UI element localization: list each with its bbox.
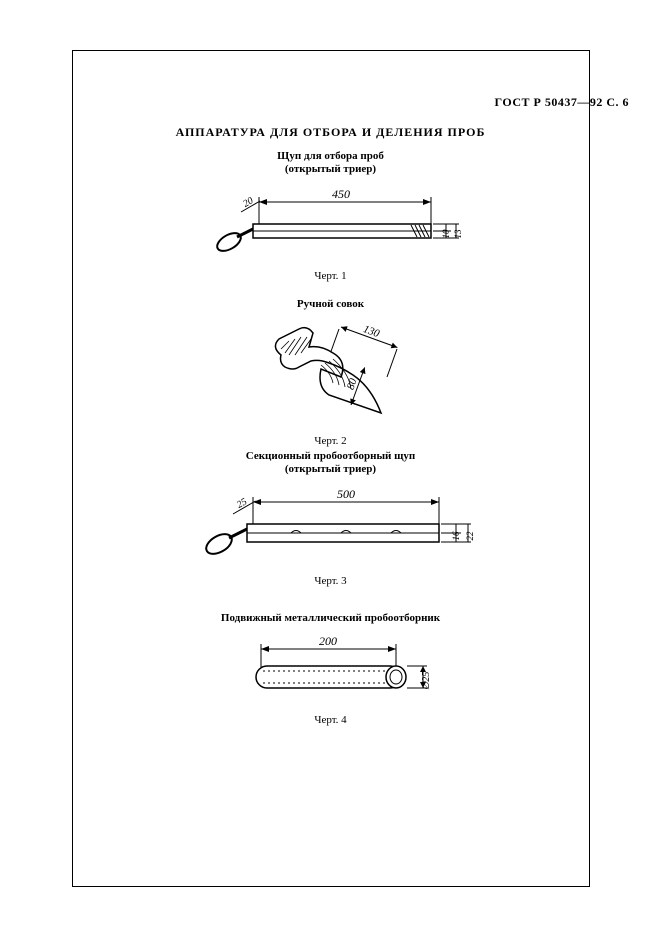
figure-4-title-1: Подвижный металлический пробоотборник [0,612,661,625]
figure-1-drawing: 450 20 10 13 [181,182,481,262]
document-header: ГОСТ Р 50437—92 С. 6 [495,95,629,110]
dim-length: 130 [361,323,381,340]
dim-diameter: ∅25 [421,672,432,691]
dim-length: 200 [319,634,337,648]
figure-3: Секционный пробоотборный щуп (открытый т… [0,450,661,587]
figure-2-drawing: 130 80 [221,317,441,427]
figure-2-title-1: Ручной совок [0,298,661,311]
dim-length: 450 [332,187,350,201]
figure-2: Ручной совок 130 [0,298,661,447]
dim-h-inner: 10 [441,229,451,239]
figure-3-title-2: (открытый триер) [0,463,661,476]
figure-3-title-1: Секционный пробоотборный щуп [0,450,661,463]
dim-h-inner: 16 [451,531,461,541]
dim-handle: 25 [234,497,248,512]
figure-4: Подвижный металлический пробоотборник 20… [0,612,661,726]
figure-2-caption: Черт. 2 [0,435,661,447]
figure-1-title-2: (открытый триер) [0,163,661,176]
figure-1-title-1: Щуп для отбора проб [0,150,661,163]
section-title: АППАРАТУРА ДЛЯ ОТБОРА И ДЕЛЕНИЯ ПРОБ [0,125,661,140]
dim-handle: 20 [241,196,255,211]
figure-1: Щуп для отбора проб (открытый триер) 450… [0,150,661,282]
figure-3-caption: Черт. 3 [0,575,661,587]
dim-length: 500 [337,487,355,501]
page: ГОСТ Р 50437—92 С. 6 АППАРАТУРА ДЛЯ ОТБО… [0,0,661,935]
figure-1-caption: Черт. 1 [0,270,661,282]
dim-h-outer: 22 [465,531,475,541]
figure-4-drawing: 200 ∅25 [201,631,461,706]
figure-4-caption: Черт. 4 [0,714,661,726]
figure-3-drawing: 500 25 16 22 [171,482,491,567]
dim-h-outer: 13 [453,229,463,239]
